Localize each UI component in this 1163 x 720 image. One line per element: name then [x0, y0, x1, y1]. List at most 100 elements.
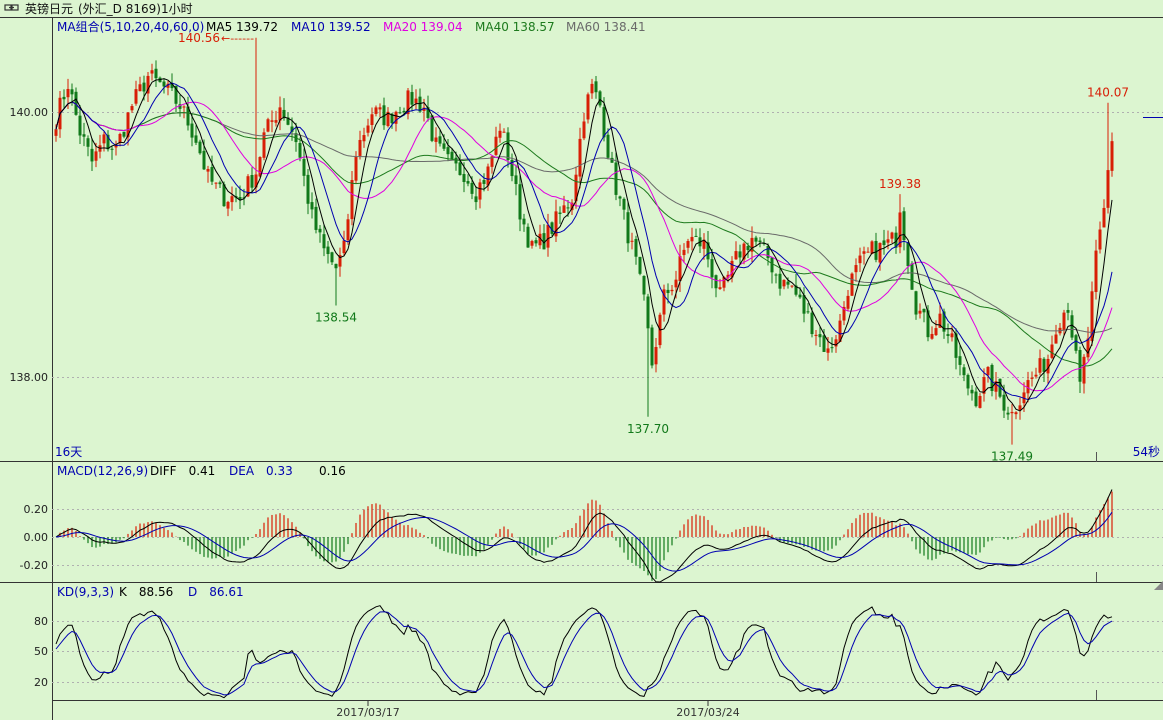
candle-body	[250, 175, 254, 188]
candle-body	[1074, 335, 1078, 351]
candle-body	[318, 228, 322, 233]
k-legend: K 88.56	[119, 585, 173, 599]
candle-body	[678, 256, 682, 282]
candle-body	[354, 157, 358, 181]
candle-body	[554, 211, 558, 237]
resize-grip-icon[interactable]	[1154, 581, 1163, 590]
candle-body	[870, 241, 874, 254]
candle-body	[690, 236, 694, 242]
candle-body	[330, 252, 334, 263]
candle-body	[1062, 312, 1066, 331]
candle-body	[918, 310, 922, 314]
candle-body	[386, 111, 390, 127]
candle-body	[274, 120, 278, 123]
candle-body	[534, 240, 538, 244]
candle-body	[950, 333, 954, 338]
candle-body	[206, 168, 210, 172]
candle-body	[1054, 334, 1058, 344]
candle-body	[502, 131, 506, 133]
candle-body	[262, 132, 266, 158]
candle-body	[410, 92, 414, 105]
candle-body	[594, 81, 598, 93]
candle-body	[150, 70, 154, 74]
price-annotation: 139.38	[879, 177, 921, 191]
candle-body	[1094, 250, 1098, 292]
price-tick-label: 138.00	[10, 371, 49, 384]
candle-body	[398, 112, 402, 114]
ma10-legend: MA10 139.52	[291, 20, 371, 34]
candle-body	[934, 328, 938, 336]
candle-body	[626, 212, 630, 244]
candle-body	[842, 306, 846, 321]
candle-body	[74, 91, 78, 115]
candle-body	[382, 105, 386, 126]
candle-body	[962, 367, 966, 376]
candle-body	[154, 68, 158, 79]
candle-body	[426, 107, 430, 118]
candle-body	[822, 335, 826, 352]
candle-body	[510, 159, 514, 177]
macd-tick-label: 0.20	[24, 503, 49, 516]
candle-body	[1006, 412, 1010, 415]
ma40-legend: MA40 138.57	[475, 20, 555, 34]
candle-body	[266, 119, 270, 132]
candle-body	[742, 243, 746, 260]
candle-body	[818, 334, 822, 338]
candle-body	[738, 251, 742, 258]
candle-body	[470, 182, 474, 194]
price-annotation: 137.70	[627, 422, 669, 436]
panel-frames	[0, 17, 1163, 720]
candle-body	[314, 206, 318, 230]
candle-body	[394, 111, 398, 124]
price-panel[interactable]: 140.00 138.00 140.56 ←------138.54137.701…	[10, 19, 1163, 464]
candle-body	[990, 364, 994, 391]
candle-body	[458, 162, 462, 176]
symbol-subtitle: (外汇_D 8169)1小时	[78, 2, 193, 16]
candle-body	[770, 257, 774, 273]
candle-body	[766, 245, 770, 259]
macd-histogram	[59, 491, 1113, 581]
candle-body	[954, 333, 958, 358]
price-annotation: 137.49	[991, 450, 1033, 464]
candle-body	[1050, 344, 1054, 358]
candle-body	[366, 125, 370, 133]
candle-body	[538, 233, 542, 246]
candle-body	[638, 256, 642, 274]
candle-body	[186, 106, 190, 126]
candle-body	[642, 275, 646, 295]
candle-body	[542, 233, 546, 250]
candle-body	[146, 75, 150, 94]
candle-body	[66, 88, 70, 98]
candle-body	[466, 181, 470, 184]
price-annotations: 140.56 ←------ 138.54 137.70 139.38 137.49 140…	[178, 31, 1129, 464]
candle-body	[290, 126, 294, 132]
candle-body	[94, 151, 98, 161]
candle-body	[550, 222, 554, 234]
candle-body	[726, 274, 730, 278]
candle-body	[1010, 411, 1014, 414]
candle-body	[358, 139, 362, 156]
candle-body	[406, 90, 410, 115]
candle-body	[862, 251, 866, 254]
candle-body	[598, 91, 602, 106]
candle-body	[166, 83, 170, 88]
candle-body	[778, 273, 782, 289]
kd-panel[interactable]: 80 50 20 KD(9,3,3) K 88.56 D 86.61	[34, 585, 1163, 699]
candle-body	[450, 151, 454, 160]
candle-body	[746, 246, 750, 251]
candle-body	[170, 83, 174, 89]
macd-panel[interactable]: 0.20 0.00 -0.20 MACD(12,26,9) DIFF 0.41 D…	[20, 464, 1163, 583]
candle-body	[118, 133, 122, 143]
candle-body	[526, 226, 530, 248]
candle-body	[1082, 356, 1086, 384]
candle-body	[958, 356, 962, 365]
candle-body	[82, 134, 86, 137]
link-icon[interactable]	[4, 4, 19, 11]
candle-body	[886, 239, 890, 243]
candle-body	[1086, 338, 1090, 358]
countdown-label: 54秒	[1133, 445, 1160, 459]
candle-body	[718, 287, 722, 289]
candle-body	[710, 259, 714, 278]
candle-body	[926, 310, 930, 338]
